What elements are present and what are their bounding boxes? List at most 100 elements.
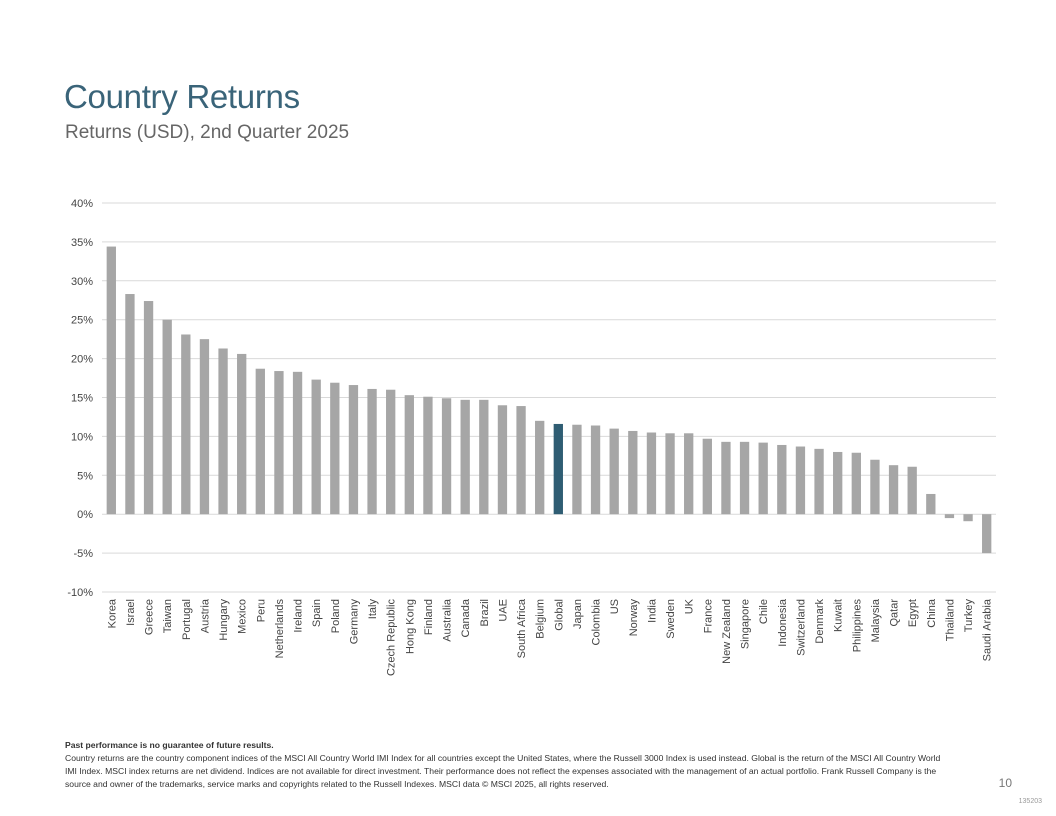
bar: [758, 442, 768, 515]
x-tick-label: UAE: [497, 599, 509, 622]
bar: [870, 459, 880, 515]
bar: [292, 371, 303, 515]
x-tick-label: Singapore: [740, 599, 752, 649]
x-tick-label: Hong Kong: [404, 599, 416, 654]
y-tick-label: 25%: [71, 315, 93, 327]
x-tick-label: France: [702, 599, 714, 633]
document-code: 135203: [1018, 798, 1042, 805]
bar: [460, 399, 470, 515]
bar: [441, 398, 452, 515]
y-tick-label: 5%: [77, 470, 93, 482]
x-tick-label: Brazil: [479, 599, 491, 627]
x-tick-label: Malaysia: [870, 598, 882, 642]
bar: [888, 465, 899, 515]
footnote: Past performance is no guarantee of futu…: [65, 739, 945, 791]
x-tick-label: Belgium: [535, 599, 547, 639]
bar: [330, 382, 340, 515]
x-tick-label: Sweden: [665, 599, 677, 639]
x-tick-label: Greece: [144, 599, 156, 635]
bar: [646, 432, 657, 515]
x-tick-label: Italy: [367, 599, 379, 620]
bar: [944, 514, 955, 519]
x-tick-label: Ireland: [293, 599, 305, 633]
bar: [572, 424, 582, 515]
x-tick-label: Mexico: [237, 599, 249, 634]
x-tick-label: Norway: [628, 599, 640, 637]
bar: [721, 441, 731, 515]
bar: [162, 319, 172, 515]
bar: [907, 466, 917, 515]
country-returns-bar-chart: -10% -5% 0% 5% 10% 15% 20% 25% 30% 35% 40% Korea Isr…: [67, 198, 996, 676]
page-title: Country Returns: [64, 78, 300, 115]
bar: [795, 446, 806, 515]
bar: [684, 433, 694, 515]
bar: [777, 444, 787, 515]
bar: [702, 438, 712, 515]
x-tick-label: Indonesia: [777, 598, 789, 647]
bar: [516, 406, 526, 515]
footnote-body: Country returns are the country componen…: [65, 753, 941, 789]
y-tick-label: 0%: [77, 509, 93, 521]
bar: [590, 425, 601, 515]
bar: [125, 294, 135, 515]
bar: [628, 430, 638, 515]
bar-highlight: [553, 423, 563, 515]
x-tick-label: Poland: [330, 599, 342, 633]
x-tick-label: Taiwan: [162, 599, 174, 633]
x-tick-label: Portugal: [181, 599, 193, 640]
bar: [926, 493, 936, 515]
x-tick-label: Hungary: [218, 599, 230, 641]
bar: [479, 399, 489, 515]
bar: [982, 514, 992, 554]
bar: [367, 388, 377, 515]
y-tick-label: 15%: [71, 393, 93, 405]
x-tick-label: Switzerland: [795, 599, 807, 656]
x-tick-label: Japan: [572, 599, 584, 629]
x-tick-label: Saudi Arabia: [982, 598, 994, 661]
x-tick-label: Israel: [125, 599, 137, 626]
bar: [423, 396, 433, 515]
y-tick-label: 40%: [71, 198, 93, 210]
bar: [851, 452, 861, 515]
bar: [181, 334, 191, 515]
bar: [255, 368, 265, 515]
bar: [199, 339, 210, 515]
x-tick-label: New Zealand: [721, 599, 733, 664]
x-tick-label: Canada: [460, 598, 472, 637]
y-tick-label: -5%: [73, 548, 93, 560]
bar: [665, 433, 675, 515]
x-tick-label: Spain: [311, 599, 323, 627]
bar: [833, 451, 843, 515]
bar: [218, 348, 228, 515]
bar: [535, 420, 545, 515]
x-tick-label: Austria: [199, 598, 211, 633]
x-tick-label: China: [926, 598, 938, 628]
y-tick-label: 35%: [71, 237, 93, 249]
bar: [739, 441, 750, 515]
y-tick-label: 30%: [71, 276, 93, 288]
x-tick-label: Finland: [423, 599, 435, 635]
bar: [814, 448, 824, 515]
bar: [311, 379, 321, 515]
x-tick-label: US: [609, 599, 621, 614]
bar: [143, 301, 154, 515]
x-tick-label: South Africa: [516, 598, 528, 658]
bar: [386, 389, 396, 515]
bar: [963, 514, 973, 522]
x-tick-label: Qatar: [889, 599, 901, 627]
x-tick-label: Turkey: [963, 599, 975, 633]
x-tick-label: Egypt: [907, 599, 919, 627]
bar: [497, 405, 508, 515]
x-tick-label: Chile: [758, 599, 770, 624]
y-tick-label: 10%: [71, 431, 93, 443]
bar: [274, 371, 284, 515]
x-tick-label: Australia: [442, 598, 454, 642]
x-tick-label: Global: [553, 599, 565, 631]
x-tick-label: Colombia: [591, 598, 603, 645]
x-tick-label: Denmark: [814, 599, 826, 644]
x-tick-label: Netherlands: [274, 599, 286, 659]
y-tick-label: 20%: [71, 354, 93, 366]
bar: [237, 353, 247, 515]
x-tick-label: Germany: [348, 599, 360, 645]
x-tick-label: India: [646, 598, 658, 623]
